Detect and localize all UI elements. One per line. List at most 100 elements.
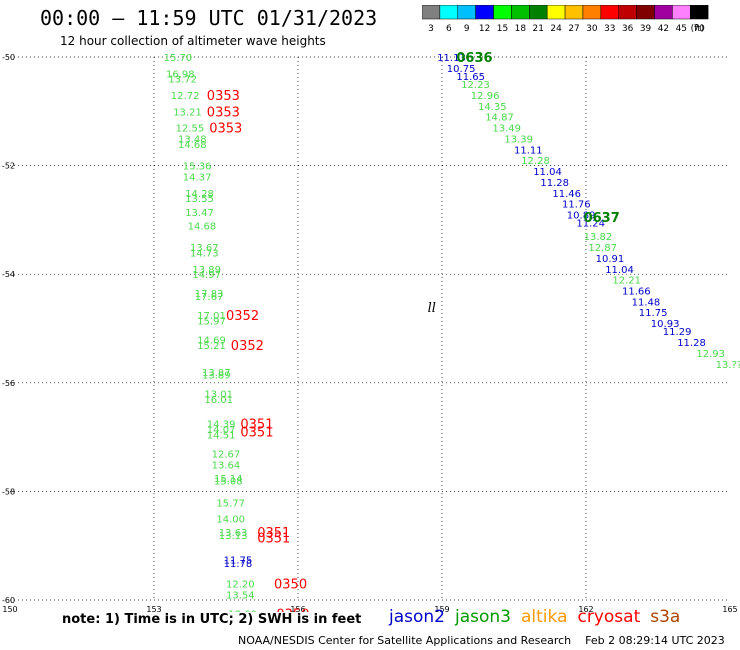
wave-height-label: 13.01 [204,390,233,401]
legend-label-36: 36 [622,24,634,34]
pass-time-label: 0350 [274,578,307,593]
wave-height-label: 11.11 [514,145,543,156]
lat-tick-label: -52 [2,162,15,171]
wave-height-label: 17.83 [195,289,224,300]
page-title: 00:00 — 11:59 UTC 01/31/2023 [40,6,378,30]
wave-height-label: 10.89 [567,210,596,221]
wave-height-label: 12.55 [176,124,205,135]
legend-label-70: 70 [694,24,706,34]
legend-label-6: 6 [446,24,452,34]
legend-label-21: 21 [533,24,544,34]
wave-height-label: 13.72 [168,75,197,86]
wave-height-label: 11.24 [576,219,605,230]
wave-height-label: 12.87 [588,243,617,254]
wave-height-label: 13.48 [178,134,207,145]
satellite-key-s3a: s3a [650,607,681,627]
lat-tick-label: -60 [2,596,15,605]
wave-height-label: 12.60 [228,610,257,612]
pass-time-label: 0352 [226,309,259,324]
wave-height-label: 12.28 [521,156,550,167]
wave-height-label: 14.37 [183,172,212,183]
wave-height-label: 15.08 [214,477,243,488]
wave-height-label: 11.75 [639,308,668,319]
wave-height-label: 12.20 [226,580,255,591]
wave-height-label: 14.51 [207,430,236,441]
wave-height-label: 13.?? [716,360,740,371]
island-marker: ll [428,301,436,316]
wave-height-label: 11.46 [552,189,581,200]
legend-label-39: 39 [640,24,652,34]
wave-height-label: 11.29 [663,327,692,338]
legend-label-45: 45 [676,24,687,34]
pass-time-label: 0352 [231,339,264,354]
lon-tick-label: 162 [578,605,593,612]
wave-height-label: 14.68 [178,140,207,151]
wave-height-label: 14.28 [185,189,214,200]
wave-height-label: 15.70 [164,53,193,64]
wave-height-label: 13.39 [504,134,533,145]
lon-tick-label: 165 [722,605,737,612]
wave-height-label: 13.64 [212,460,241,471]
satellite-key-cryosat: cryosat [577,607,641,627]
wave-height-label: 17.67 [195,292,224,303]
wave-height-label: 15.21 [197,341,226,352]
pass-time-label: 0351 [240,426,273,441]
wave-height-label: 12.23 [461,80,490,91]
wave-height-label: 11.65 [456,72,485,83]
wave-height-label: 11.75 [224,555,253,566]
wave-height-label: 12.96 [471,91,500,102]
wave-height-label: 13.21 [173,107,202,118]
wave-height-label: 11.13 [437,53,466,64]
legend-label-18: 18 [515,24,527,34]
wave-height-label: 11.66 [622,286,651,297]
wave-height-label: 15.14 [214,474,243,485]
legend-label-15: 15 [497,24,508,34]
legend-swatch-70 [689,5,709,20]
lat-tick-label: -50 [2,53,15,62]
lat-tick-label: -58 [2,487,15,496]
wave-height-label: 14.68 [188,221,217,232]
wave-height-label: 12.93 [696,349,725,360]
wave-height-map: 150 153 156 159 162 165 -50 -52 -54 -56 -58 -60 ll 15… [2,51,740,612]
wave-height-label: 14.07 [207,425,236,436]
wave-height-label: 14.69 [197,335,226,346]
wave-height-label: 13.87 [202,368,231,379]
lat-tick-label: -56 [2,379,15,388]
wave-height-label: 11.04 [533,167,562,178]
wave-height-label: 14.73 [190,248,219,259]
wave-height-label: 15.36 [183,162,212,173]
lon-tick-label: 153 [146,605,161,612]
satellite-key-altika: altika [521,607,568,627]
wave-height-label: 13.63 [219,528,248,539]
pass-time-label: 0353 [207,89,240,104]
legend-label-33: 33 [604,24,615,34]
wave-height-label: 16.98 [166,69,195,80]
wave-height-label: 13.55 [185,194,214,205]
generated-timestamp: Feb 2 08:29:14 UTC 2023 [585,634,725,647]
wave-height-label: 13.49 [492,124,521,135]
credit-line: NOAA/NESDIS Center for Satellite Applica… [238,634,725,647]
wave-height-label: 12.67 [212,449,241,460]
wave-height-label: 11.76 [562,200,591,211]
pass-time-label: 0351 [257,526,290,541]
wave-height-label: 13.82 [584,232,613,243]
legend-label-30: 30 [586,24,598,34]
lat-tick-label: -54 [2,270,15,279]
legend-unit: (ft) [691,24,704,34]
pass-time-label: 0350 [276,608,309,612]
wave-height-label: 14.35 [478,102,507,113]
color-legend: 3 6 9 12 15 18 21 24 27 30 33 36 39 42 45 70(ft) [422,5,709,34]
wave-height-label: 11.48 [632,297,661,308]
wave-height-label: 12.72 [171,91,200,102]
pass-time-label: 0353 [209,122,242,137]
legend-label-27: 27 [568,24,579,34]
footer-note: note: 1) Time is in UTC; 2) SWH is in fe… [62,612,362,627]
wave-height-label: 13.13 [219,531,248,542]
wave-height-label: 11.28 [540,178,569,189]
wave-height-label: 11.04 [605,265,634,276]
pass-time-label: 0351 [240,418,273,433]
wave-height-label: 13.89 [192,265,221,276]
legend-label-9: 9 [464,24,470,34]
satellite-key-jason3: jason3 [455,607,511,627]
legend-label-24: 24 [550,24,562,34]
